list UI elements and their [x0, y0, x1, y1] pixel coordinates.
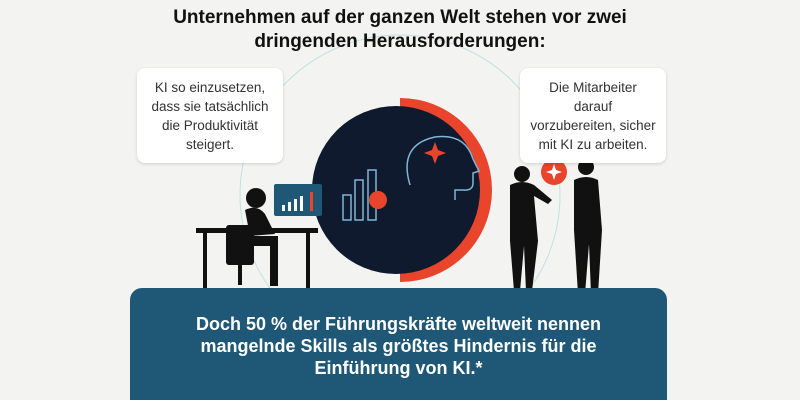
bubble-line: dass sie tatsächlich	[151, 98, 269, 114]
bubble-line: darauf	[573, 98, 613, 114]
bubble-line: vorzubereiten, sicher	[530, 117, 656, 133]
spark	[424, 142, 446, 164]
bubble-line: KI so einzusetzen,	[154, 79, 266, 95]
headline-line: dringenden Herausforderungen:	[254, 31, 546, 52]
banner-line: mangelnde Skills als größtes Hindernis f…	[200, 336, 597, 356]
bubble-line: steigert.	[185, 136, 235, 152]
monitor-bars	[282, 196, 303, 211]
standing-people	[510, 159, 602, 294]
dark-circle	[312, 106, 480, 274]
headline-line: Unternehmen auf der ganzen Welt stehen v…	[173, 7, 627, 28]
bubble-line: mit KI zu arbeiten.	[538, 136, 648, 152]
bubble-line: Die Mitarbeiter	[549, 79, 637, 95]
bubble-line: die Produktivität	[161, 117, 259, 133]
headline: Unternehmen auf der ganzen Welt stehen v…	[0, 6, 800, 54]
monitor	[274, 184, 322, 216]
spark-dot	[369, 191, 387, 209]
banner-line: Einführung von KI.*	[314, 358, 483, 378]
banner-line: Doch 50 % der Führungskräfte weltweit ne…	[195, 314, 602, 334]
monitor-bar-accent	[310, 192, 313, 211]
spark-star	[546, 164, 562, 180]
speech-bubble-right: Die Mitarbeiter darauf vorzubereiten, si…	[520, 68, 666, 163]
banner: Doch 50 % der Führungskräfte weltweit ne…	[130, 288, 667, 400]
speech-bubble-left: KI so einzusetzen, dass sie tatsächlich …	[137, 68, 283, 163]
